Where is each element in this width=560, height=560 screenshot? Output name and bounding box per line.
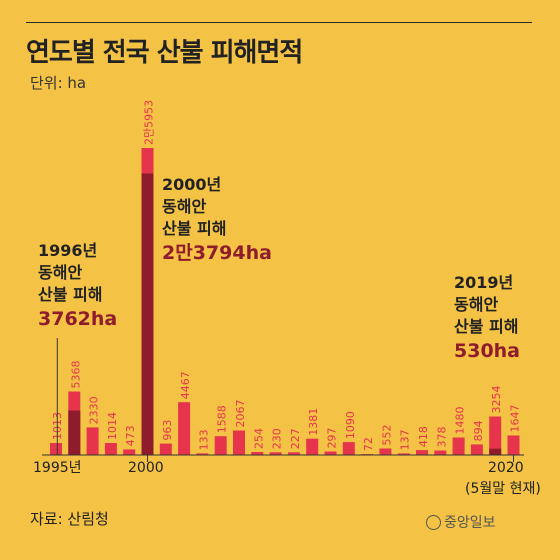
value-label-2007: 230 — [271, 428, 284, 449]
bar-2013 — [379, 448, 392, 455]
value-label-2000: 2만5953 — [143, 100, 156, 145]
annotation-2019-desc: 산불 피해 — [454, 317, 519, 336]
value-label-2005: 2067 — [234, 400, 247, 428]
bar-2002 — [178, 402, 191, 455]
logo-circle-icon — [426, 514, 441, 530]
bars-group — [50, 148, 520, 455]
bar-highlight-2019 — [489, 448, 502, 455]
bar-2017 — [452, 437, 465, 455]
annotation-2000-region: 동해안 — [162, 197, 207, 216]
x-label-end-note: (5월말 현재) — [465, 481, 541, 497]
value-label-2011: 1090 — [344, 411, 357, 439]
value-label-2004: 1588 — [216, 405, 229, 433]
value-label-1998: 1014 — [106, 412, 119, 440]
value-label-2012: 72 — [362, 437, 375, 451]
annotation-2000-desc: 산불 피해 — [162, 219, 227, 238]
bar-1999 — [123, 449, 136, 455]
publisher-logo: 중앙일보 — [426, 512, 496, 532]
bar-2004 — [214, 436, 227, 455]
value-label-2003: 133 — [197, 429, 210, 450]
bar-2011 — [342, 442, 355, 455]
value-label-2013: 552 — [380, 425, 393, 446]
annotation-1996-value: 3762ha — [38, 308, 118, 330]
annotation-1996: 1996년 동해안 산불 피해 3762ha — [38, 240, 117, 332]
value-label-2018: 894 — [472, 420, 485, 441]
value-label-2009: 1381 — [307, 408, 320, 436]
x-label-end: 2020 — [488, 460, 524, 476]
bar-2005 — [233, 430, 245, 455]
value-label-2016: 378 — [435, 427, 448, 448]
annotation-2019-region: 동해안 — [454, 295, 499, 314]
x-label-mid: 2000 — [128, 460, 164, 476]
bar-2006 — [251, 452, 264, 455]
annotation-2000: 2000년 동해안 산불 피해 2만3794ha — [162, 174, 272, 266]
value-label-2002: 4467 — [179, 371, 192, 399]
bar-2008 — [287, 452, 300, 455]
annotation-2019: 2019년 동해안 산불 피해 530ha — [454, 272, 520, 364]
value-label-1999: 473 — [124, 425, 137, 446]
bar-2014 — [397, 453, 410, 455]
bar-highlight-1996 — [68, 410, 81, 455]
annotation-2000-year: 2000년 — [162, 175, 222, 194]
bar-1995 — [50, 443, 62, 455]
chart-title: 연도별 전국 산불 피해면적 — [26, 38, 303, 68]
bar-highlight-2000 — [141, 173, 154, 455]
bar-2001 — [159, 443, 172, 455]
unit-label: 단위: ha — [30, 74, 87, 92]
annotation-2019-value: 530ha — [454, 340, 521, 362]
bar-1997 — [86, 427, 99, 455]
annotation-1996-region: 동해안 — [38, 263, 83, 282]
annotation-1996-year: 1996년 — [38, 241, 98, 260]
value-label-2015: 418 — [417, 426, 430, 447]
bar-2015 — [416, 450, 428, 455]
top-rule — [26, 22, 532, 23]
bar-2020 — [507, 435, 520, 455]
value-label-2008: 227 — [289, 428, 302, 449]
bar-2010 — [324, 451, 337, 455]
bar-1998 — [104, 443, 117, 455]
bar-2018 — [470, 444, 483, 455]
value-label-1997: 2330 — [88, 396, 101, 424]
annotation-1996-desc: 산불 피해 — [38, 285, 103, 304]
logo-text: 중앙일보 — [444, 515, 496, 531]
value-label-2014: 137 — [399, 429, 412, 450]
annotation-2000-value: 2만3794ha — [162, 242, 272, 264]
value-label-2006: 254 — [252, 428, 265, 449]
value-label-2017: 1480 — [454, 407, 467, 435]
value-label-2020: 1647 — [509, 405, 522, 433]
value-label-1996: 5368 — [69, 361, 82, 389]
value-label-2010: 297 — [326, 428, 339, 449]
value-label-2001: 963 — [161, 420, 174, 441]
annotation-2019-year: 2019년 — [454, 273, 514, 292]
source-note: 자료: 산림청 — [30, 510, 109, 528]
bar-2007 — [269, 452, 282, 455]
bar-2019 — [489, 416, 502, 455]
bar-2003 — [196, 453, 209, 455]
x-label-start: 1995년 — [33, 460, 82, 476]
value-label-2019: 3254 — [490, 386, 503, 414]
bar-2016 — [434, 450, 447, 455]
bar-2009 — [306, 438, 319, 455]
